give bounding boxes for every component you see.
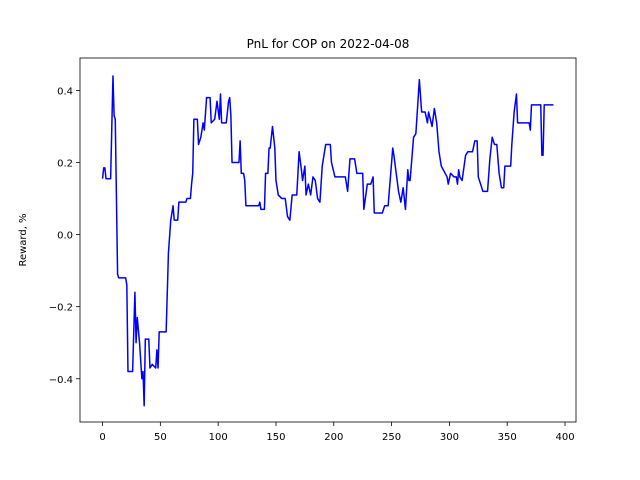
y-tick-label: 0.4 [57, 86, 73, 97]
x-tick-label: 0 [99, 432, 105, 443]
y-tick-label: −0.4 [49, 375, 73, 386]
chart-title: PnL for COP on 2022-04-08 [247, 37, 410, 51]
plot-frame [79, 57, 577, 423]
data-line [101, 75, 554, 407]
y-axis-label: Reward, % [18, 213, 29, 266]
x-tick-label: 350 [498, 432, 517, 443]
x-tick-label: 400 [555, 432, 574, 443]
x-tick-label: 100 [209, 432, 228, 443]
y-tick-label: −0.2 [49, 303, 73, 314]
x-tick-label: 200 [324, 432, 343, 443]
y-tick-label: 0.0 [57, 231, 73, 242]
x-tick-label: 300 [440, 432, 459, 443]
y-tick-label: 0.2 [57, 159, 73, 170]
x-tick-label: 50 [154, 432, 167, 443]
x-tick-label: 250 [382, 432, 401, 443]
x-tick-label: 150 [266, 432, 285, 443]
